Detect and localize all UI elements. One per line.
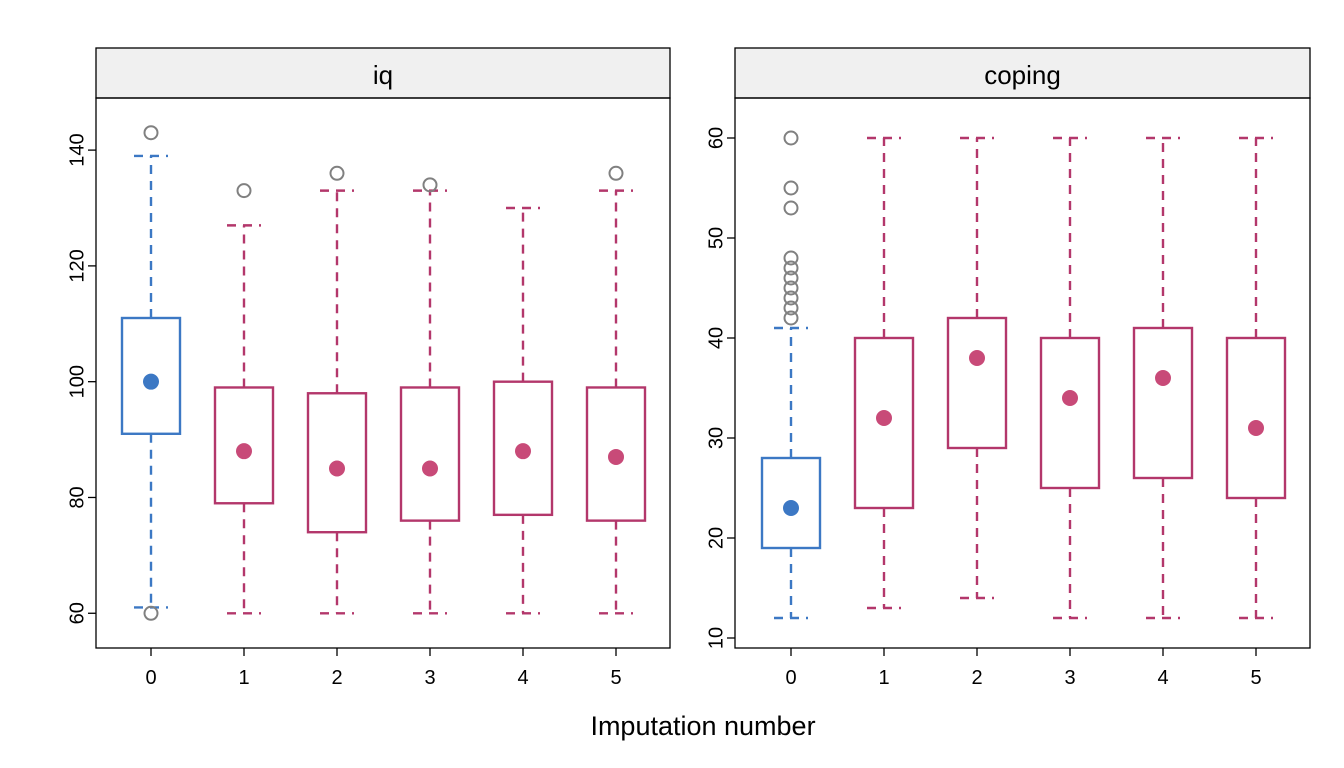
box-rect: [1225, 336, 1287, 500]
box-rect: [213, 386, 275, 505]
y-tick-label: 30: [705, 427, 727, 449]
x-tick-label: 2: [971, 667, 982, 689]
outlier-point: [783, 130, 799, 146]
outlier-point: [608, 165, 624, 181]
median-point: [515, 443, 531, 460]
median-point: [143, 373, 159, 390]
box-rect: [1132, 326, 1194, 480]
x-tick-label: 4: [1157, 667, 1168, 689]
box-rect: [585, 386, 647, 522]
x-tick-label: 0: [785, 667, 796, 689]
box-iq-1: [213, 183, 275, 615]
box-coping-3: [1039, 136, 1101, 620]
box-iq-4: [492, 206, 554, 615]
median-point: [608, 448, 624, 465]
y-tick-label: 100: [66, 365, 88, 398]
x-tick-label: 2: [331, 667, 342, 689]
median-point: [1062, 390, 1078, 406]
outlier-point: [422, 177, 438, 193]
outlier-point: [783, 270, 799, 286]
y-tick-label: 120: [66, 249, 88, 282]
y-tick-label: 10: [705, 627, 727, 649]
median-point: [876, 410, 892, 426]
box-iq-2: [306, 165, 368, 615]
box-coping-2: [946, 136, 1008, 600]
panel-coping: coping 10 20 30 40 50 60 0 1 2 3 4 5: [705, 47, 1311, 689]
median-point: [969, 350, 985, 366]
y-tick-label: 20: [705, 527, 727, 549]
panel-strip: [95, 47, 671, 99]
median-point: [236, 443, 252, 460]
x-tick-label: 4: [517, 667, 528, 689]
box-rect: [760, 456, 822, 550]
panels: iq 60 80 100 120 140 0 1 2 3 4 5 coping 10 20 30 40 50 60 0…: [66, 47, 1311, 689]
box-rect: [306, 392, 368, 534]
panel-iq: iq 60 80 100 120 140 0 1 2 3 4 5: [66, 47, 671, 689]
box-coping-0: [760, 130, 822, 620]
y-tick-label: 50: [705, 227, 727, 249]
box-rect: [492, 380, 554, 517]
x-axis-label: Imputation number: [590, 711, 815, 741]
panel-title: coping: [984, 60, 1061, 90]
outlier-point: [783, 300, 799, 316]
median-point: [1155, 370, 1171, 386]
median-point: [783, 500, 799, 516]
outlier-point: [783, 280, 799, 296]
box-rect: [946, 316, 1008, 450]
x-tick-label: 0: [145, 667, 156, 689]
y-tick-label: 60: [705, 127, 727, 149]
outlier-point: [783, 200, 799, 216]
y-tick-label: 140: [66, 133, 88, 166]
panel-strip: [734, 47, 1311, 99]
box-iq-0: [120, 125, 182, 621]
median-point: [422, 460, 438, 477]
box-coping-4: [1132, 136, 1194, 620]
box-coping-5: [1225, 136, 1287, 620]
box-rect: [853, 336, 915, 510]
x-tick-label: 1: [238, 667, 249, 689]
outlier-point: [783, 310, 799, 326]
y-tick-label: 80: [66, 486, 88, 508]
outlier-point: [329, 165, 345, 181]
outlier-point: [143, 125, 159, 141]
outlier-point: [783, 250, 799, 266]
box-rect: [120, 316, 182, 435]
box-rect: [1039, 336, 1101, 490]
median-point: [329, 460, 345, 477]
x-tick-label: 5: [610, 667, 621, 689]
outlier-point: [143, 605, 159, 621]
panel-frame: [734, 97, 1311, 649]
panel-title: iq: [373, 60, 393, 90]
x-tick-label: 3: [424, 667, 435, 689]
box-iq-5: [585, 165, 647, 615]
x-tick-label: 1: [878, 667, 889, 689]
x-tick-label: 5: [1250, 667, 1261, 689]
box-coping-1: [853, 136, 915, 610]
x-tick-label: 3: [1064, 667, 1075, 689]
outlier-point: [236, 183, 252, 199]
outlier-point: [783, 290, 799, 306]
box-iq-3: [399, 177, 461, 615]
outlier-point: [783, 180, 799, 196]
panel-frame: [95, 97, 671, 649]
box-rect: [399, 386, 461, 522]
y-tick-label: 60: [66, 602, 88, 624]
median-point: [1248, 420, 1264, 436]
y-tick-label: 40: [705, 327, 727, 349]
outlier-point: [783, 260, 799, 276]
